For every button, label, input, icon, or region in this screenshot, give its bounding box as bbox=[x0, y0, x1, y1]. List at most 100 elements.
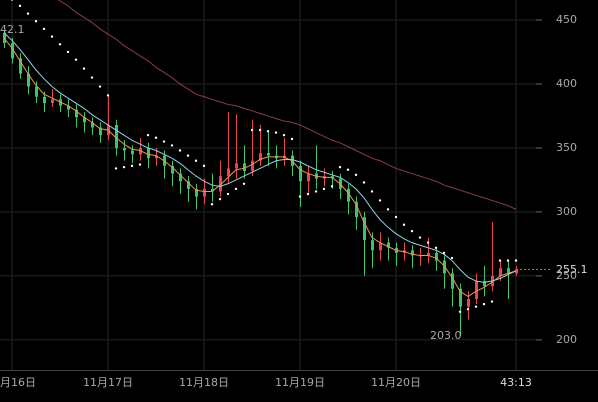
sar-dot bbox=[338, 165, 342, 169]
y-tick-label: 300 bbox=[556, 205, 577, 218]
x-tick-label: 11月19日 bbox=[275, 376, 325, 389]
candle-body bbox=[379, 242, 382, 251]
sar-dot bbox=[514, 259, 518, 262]
x-tick-label: 11月18日 bbox=[179, 376, 229, 389]
sar-dot bbox=[434, 246, 438, 249]
candle-body bbox=[475, 281, 478, 299]
sar-dot bbox=[418, 236, 422, 239]
sar-dot bbox=[410, 229, 414, 233]
sar-dot bbox=[298, 195, 302, 198]
candle-body bbox=[115, 124, 118, 148]
sar-dot bbox=[34, 20, 38, 23]
sar-dot bbox=[82, 67, 86, 70]
sar-dot bbox=[202, 164, 206, 168]
candle-body bbox=[243, 163, 246, 171]
candle-body bbox=[147, 147, 150, 159]
candle-body bbox=[451, 273, 454, 289]
x-tick-label: 43:13 bbox=[500, 376, 532, 389]
sar-dot bbox=[122, 165, 126, 169]
candle-body bbox=[411, 250, 414, 256]
sar-dot bbox=[490, 300, 494, 303]
candle-body bbox=[483, 281, 486, 287]
sar-dot bbox=[154, 136, 158, 139]
candle-body bbox=[51, 99, 54, 104]
sar-dot bbox=[106, 94, 110, 97]
sar-dot bbox=[186, 154, 190, 157]
candle-body bbox=[67, 105, 70, 110]
sar-dot bbox=[18, 4, 22, 8]
last-price-label: 255.1 bbox=[556, 263, 588, 276]
candle-body bbox=[267, 153, 270, 156]
sar-dot bbox=[482, 302, 486, 306]
sar-dot bbox=[58, 43, 62, 46]
sar-dot bbox=[266, 130, 270, 133]
sar-dot bbox=[130, 164, 134, 168]
sar-dot bbox=[426, 241, 430, 244]
sar-dot bbox=[498, 259, 502, 262]
sar-dot bbox=[306, 192, 310, 196]
candle-body bbox=[371, 240, 374, 251]
candle-body bbox=[91, 122, 94, 128]
candle-body bbox=[299, 165, 302, 182]
sar-dot bbox=[50, 35, 54, 38]
candle-body bbox=[467, 298, 470, 307]
candle-body bbox=[195, 188, 198, 197]
sar-dot bbox=[226, 192, 230, 196]
candle-body bbox=[171, 165, 174, 174]
candle-body bbox=[347, 188, 350, 202]
candle-body bbox=[387, 242, 390, 248]
x-tick-label: 月16日 bbox=[0, 376, 36, 389]
sar-dot bbox=[290, 137, 294, 141]
candle-body bbox=[507, 268, 510, 274]
sar-dot bbox=[466, 308, 470, 311]
candle-body bbox=[235, 163, 238, 169]
sar-dot bbox=[386, 208, 390, 211]
sar-dot bbox=[250, 128, 254, 132]
candle-body bbox=[515, 269, 518, 274]
sar-dot bbox=[474, 305, 478, 308]
sar-dot bbox=[506, 259, 510, 262]
sar-dot bbox=[42, 27, 46, 31]
candle-body bbox=[211, 188, 214, 192]
candle-body bbox=[123, 147, 126, 151]
y-tick-label: 400 bbox=[556, 77, 577, 90]
sar-dot bbox=[74, 58, 78, 61]
sar-dot bbox=[330, 185, 334, 188]
sar-dot bbox=[218, 197, 222, 201]
plot-area bbox=[3, 0, 518, 337]
sar-dot bbox=[282, 133, 286, 137]
candle-body bbox=[251, 160, 254, 171]
sar-dot bbox=[378, 199, 382, 202]
x-tick-label: 11月17日 bbox=[83, 376, 133, 389]
sar-dot bbox=[394, 215, 398, 219]
candle-body bbox=[27, 73, 30, 87]
candle-body bbox=[499, 268, 502, 276]
candle-body bbox=[83, 117, 86, 123]
candle-body bbox=[131, 150, 134, 155]
sar-dot bbox=[66, 50, 70, 54]
sar-dot bbox=[274, 131, 278, 134]
candle-body bbox=[43, 96, 46, 104]
grid bbox=[0, 0, 542, 370]
sar-dot bbox=[322, 187, 326, 191]
candle-body bbox=[179, 173, 182, 182]
candle-body bbox=[99, 127, 102, 136]
sar-dot bbox=[442, 251, 446, 255]
sar-dot bbox=[258, 128, 262, 132]
y-tick-label: 350 bbox=[556, 141, 577, 154]
sar-dot bbox=[194, 159, 198, 162]
sar-dot bbox=[90, 76, 94, 79]
candle-body bbox=[75, 109, 78, 118]
candle-body bbox=[435, 252, 438, 261]
moving-average-line bbox=[57, 0, 517, 210]
sar-dot bbox=[170, 144, 174, 147]
sar-dot bbox=[314, 190, 318, 193]
sar-dot bbox=[354, 173, 358, 177]
sar-dot bbox=[402, 223, 406, 226]
candle-body bbox=[227, 168, 230, 177]
sar-dot bbox=[450, 256, 454, 260]
candle-body bbox=[155, 155, 158, 159]
sar-dot bbox=[458, 310, 462, 313]
